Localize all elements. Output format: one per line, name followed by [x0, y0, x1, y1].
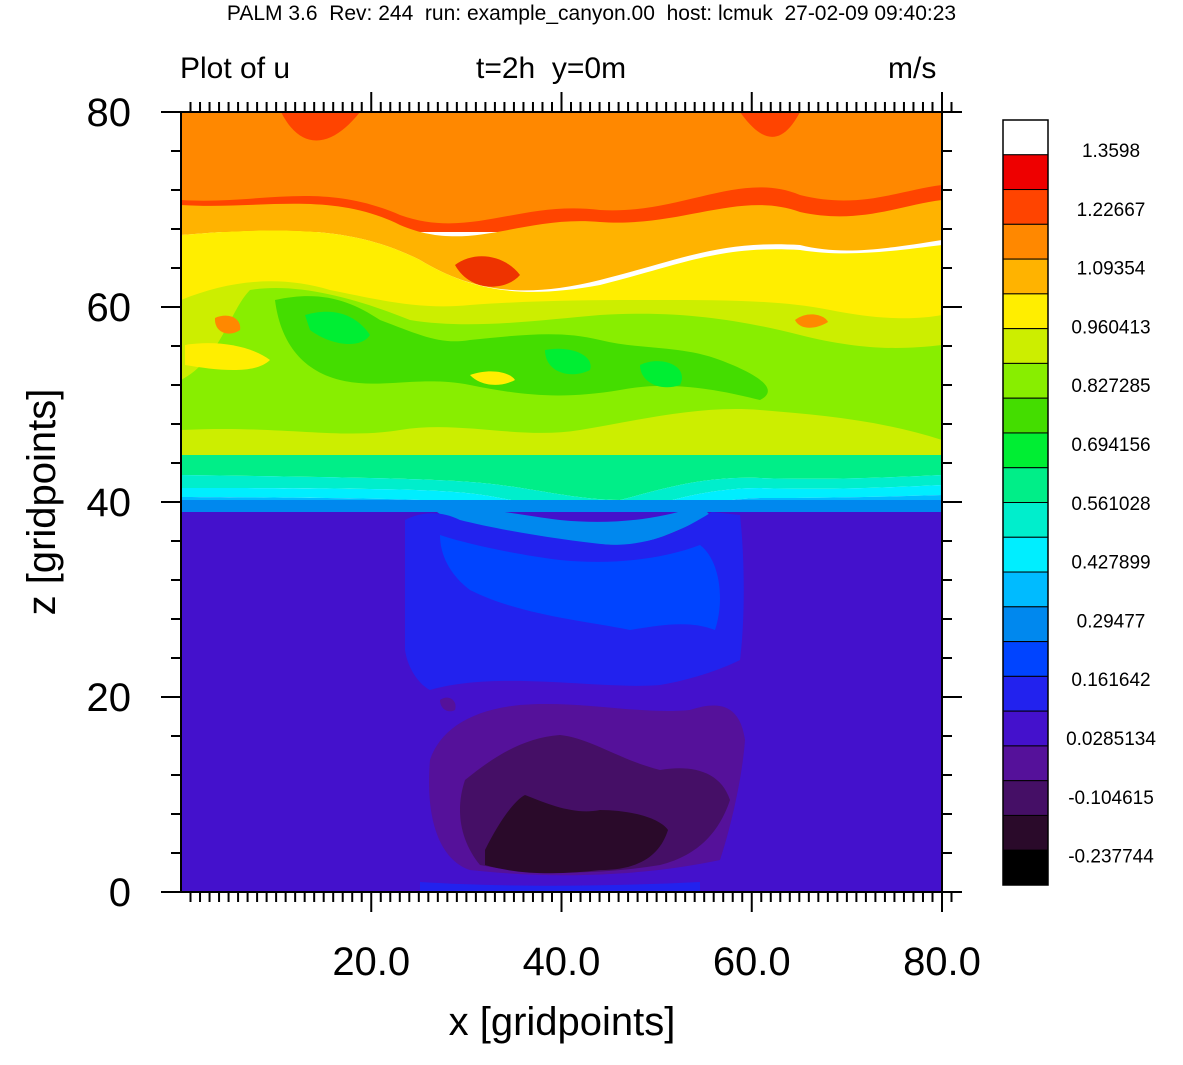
canyon-jet-blue: [430, 505, 710, 545]
x-tick-label: 80.0: [903, 940, 981, 984]
colorbar-label: 1.3598: [1082, 141, 1140, 162]
colorbar-label: 0.960413: [1071, 317, 1150, 338]
colorbar-labels: 1.3598 1.22667 1.09354 0.960413 0.827285 0.69…: [1066, 141, 1156, 868]
colorbar-label: 0.427899: [1071, 553, 1150, 574]
patch-orange-right: [795, 314, 828, 328]
colorbar-swatch: [1002, 154, 1049, 191]
axis-ticks: [161, 92, 962, 912]
band-blue-mid: [181, 500, 942, 512]
colorbar-swatch: [1002, 467, 1049, 503]
colorbar-label: 0.561028: [1071, 494, 1150, 515]
y-tick-label: 40: [87, 481, 132, 525]
run-header: PALM 3.6 Rev: 244 run: example_canyon.00…: [226, 2, 957, 25]
band-aqua: [181, 475, 942, 514]
canyon-floor-blue: [420, 882, 700, 892]
colorbar-swatch: [1002, 571, 1049, 608]
patch-red-center: [455, 256, 520, 287]
plot-title-time-position: t=2h y=0m: [476, 52, 627, 85]
x-tick-label: 60.0: [713, 940, 791, 984]
colorbar-label: 1.22667: [1077, 200, 1146, 221]
x-tick-label: 20.0: [332, 940, 410, 984]
patch-yellow-mid: [470, 371, 515, 385]
colorbar-swatch: [1002, 675, 1049, 712]
colorbar-swatch: [1002, 849, 1049, 886]
colorbar: [1002, 119, 1049, 886]
y-tick-label: 80: [87, 91, 132, 135]
colorbar-swatch: [1002, 397, 1049, 434]
x-tick-label: 40.0: [523, 940, 601, 984]
colorbar-frame: [1002, 119, 1049, 886]
plot-title-variable: Plot of u: [180, 52, 291, 85]
y-tick-label: 60: [87, 286, 132, 330]
y-tick-label: 0: [109, 871, 131, 915]
colorbar-swatch: [1002, 606, 1049, 643]
band-spring-green: [181, 455, 942, 500]
colorbar-label: 0.827285: [1071, 376, 1150, 397]
canyon-bright-blue: [440, 535, 720, 630]
band-cyan: [181, 485, 942, 524]
colorbar-swatch: [1002, 328, 1049, 364]
patch-small-purple: [440, 697, 456, 712]
band-green-dark: [305, 311, 682, 388]
colorbar-swatch: [1002, 432, 1049, 469]
colorbar-label: -0.104615: [1068, 788, 1154, 809]
colorbar-swatch: [1002, 223, 1049, 260]
colorbar-label: 0.29477: [1077, 611, 1146, 632]
colorbar-label: 0.161642: [1071, 670, 1150, 691]
y-tick-label: 20: [87, 676, 132, 720]
band-amber: [181, 200, 942, 291]
colorbar-swatch: [1002, 780, 1049, 816]
canyon-core-darkest: [485, 795, 668, 874]
colorbar-swatch: [1002, 641, 1049, 677]
y-axis-label: z [gridpoints]: [20, 389, 64, 616]
colorbar-label: 1.09354: [1077, 259, 1146, 280]
patch-orange-left: [214, 315, 241, 334]
colorbar-label: -0.237744: [1068, 847, 1154, 868]
x-axis-label: x [gridpoints]: [449, 1000, 676, 1044]
colorbar-swatch: [1002, 258, 1049, 295]
plot-title-units: m/s: [888, 52, 937, 85]
colorbar-swatch: [1002, 119, 1049, 156]
band-orange: [181, 112, 942, 224]
contour-field: [181, 112, 942, 892]
colorbar-swatch: [1002, 502, 1049, 538]
colorbar-swatch: [1002, 536, 1049, 573]
colorbar-swatch: [1002, 362, 1049, 399]
colorbar-swatch: [1002, 189, 1049, 225]
colorbar-swatch: [1002, 293, 1049, 330]
colorbar-label: 0.0285134: [1066, 729, 1156, 750]
patch-yellow-left: [185, 343, 270, 370]
colorbar-swatch: [1002, 710, 1049, 747]
colorbar-label: 0.694156: [1071, 435, 1150, 456]
colorbar-swatch: [1002, 745, 1049, 782]
axis-tick-labels: 20.0 40.0 60.0 80.0 0 20 40 60 80: [87, 91, 981, 984]
colorbar-swatch: [1002, 814, 1049, 851]
